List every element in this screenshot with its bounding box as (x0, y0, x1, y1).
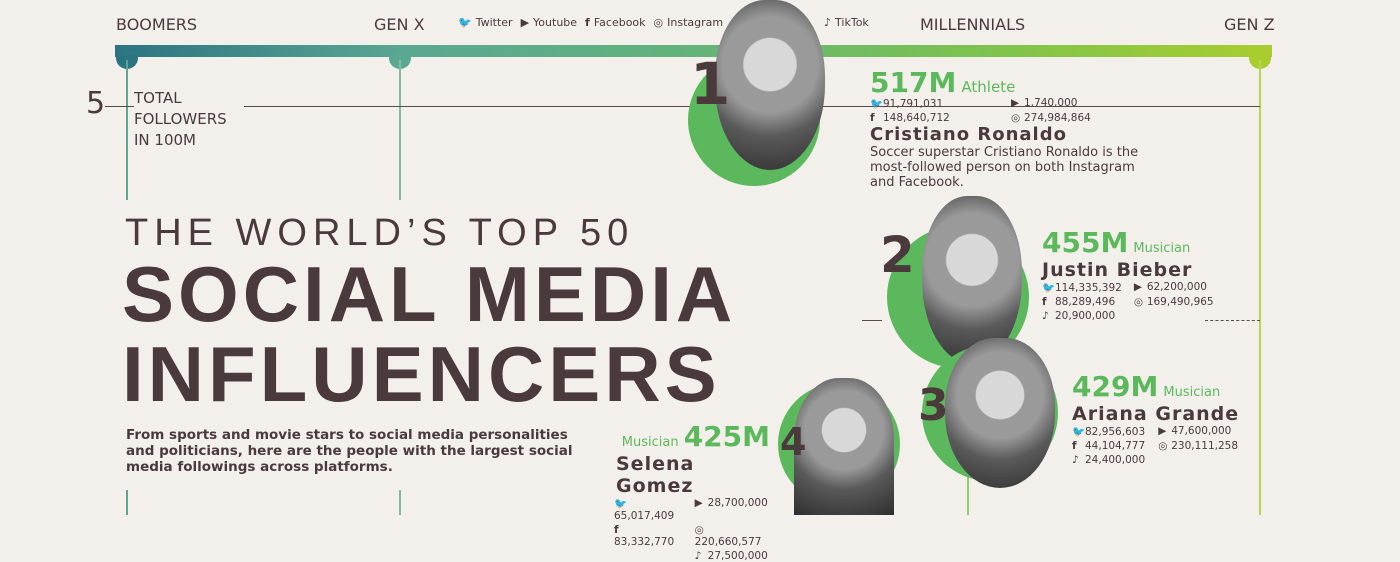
photo-gomez (794, 378, 894, 515)
youtube-count: 1,740,000 (1024, 97, 1078, 109)
youtube-icon: ▶ (694, 497, 703, 509)
facebook-count: 44,104,777 (1085, 440, 1146, 452)
category: Musician (1133, 241, 1191, 256)
instagram-count: 169,490,965 (1146, 296, 1214, 308)
influencer-gomez: Musician 425M Selena Gomez 🐦65,017,409 ▶… (612, 420, 770, 562)
legend-instagram: Instagram (667, 16, 724, 29)
rank: 2 (880, 226, 915, 284)
facebook-icon: f (1072, 440, 1077, 452)
gridline (126, 60, 128, 200)
youtube-icon: ▶ (1133, 281, 1142, 293)
facebook-count: 83,332,770 (614, 536, 675, 548)
axis-label: TOTAL FOLLOWERS IN 100M (134, 88, 244, 151)
category: Musician (621, 435, 679, 450)
gridline-5 (105, 106, 1260, 107)
influencer-name: Justin Bieber (1042, 259, 1193, 281)
instagram-icon: ◎ (694, 524, 704, 536)
twitter-count: 91,791,031 (883, 98, 944, 110)
photo-ronaldo (715, 0, 825, 170)
title-line3: INFLUENCERS (122, 330, 721, 418)
title-line2: SOCIAL MEDIA (122, 250, 737, 338)
tiktok-icon: ♪ (824, 16, 832, 29)
instagram-icon: ◎ (1158, 440, 1168, 452)
twitter-icon: 🐦 (1072, 426, 1086, 438)
tiktok-icon: ♪ (694, 550, 702, 562)
total-followers: 517M (870, 66, 957, 99)
title-line1: THE WORLD’S TOP 50 (125, 212, 635, 254)
influencer-grande: 429M Musician Ariana Grande 🐦82,956,603 … (1072, 370, 1239, 466)
gridline (126, 490, 128, 515)
facebook-count: 148,640,712 (883, 112, 950, 124)
youtube-icon: ▶ (1158, 425, 1167, 437)
instagram-count: 274,984,864 (1024, 112, 1091, 124)
facebook-icon: f (870, 112, 875, 124)
rank: 1 (690, 50, 731, 118)
youtube-icon: ▶ (520, 16, 530, 29)
twitter-count: 82,956,603 (1085, 426, 1146, 438)
gridline (399, 490, 401, 515)
twitter-count: 65,017,409 (614, 510, 675, 522)
influencer-name: Selena Gomez (616, 453, 695, 497)
legend-facebook: Facebook (593, 16, 646, 29)
influencer-name: Cristiano Ronaldo (870, 124, 1067, 145)
gen-label-boomers: BOOMERS (116, 15, 198, 34)
facebook-icon: f (1042, 296, 1047, 308)
youtube-count: 28,700,000 (707, 497, 768, 509)
instagram-icon: ◎ (653, 16, 664, 29)
facebook-icon: f (614, 524, 619, 536)
tiktok-count: 24,400,000 (1085, 454, 1146, 466)
gen-label-genz: GEN Z (1224, 15, 1275, 34)
rank: 4 (780, 420, 807, 464)
legend: 🐦 Twitter ▶ Youtube f Facebook ◎ Instagram (458, 16, 723, 29)
photo-grande (945, 338, 1055, 488)
legend-twitter: Twitter (475, 16, 513, 29)
gridline (1259, 60, 1261, 515)
instagram-count: 230,111,258 (1171, 440, 1239, 452)
gridline-dashed (1205, 320, 1260, 321)
tiktok-icon: ♪ (1072, 454, 1079, 466)
influencer-name: Ariana Grande (1072, 403, 1240, 425)
gridline (967, 470, 969, 515)
gen-label-millennials: MILLENNIALS (920, 15, 1026, 34)
category: Athlete (961, 78, 1016, 96)
twitter-icon: 🐦 (458, 16, 472, 29)
youtube-count: 62,200,000 (1146, 281, 1207, 293)
facebook-count: 88,289,496 (1055, 296, 1116, 308)
total-followers: 455M (1042, 226, 1129, 259)
rank: 3 (918, 380, 949, 431)
description: From sports and movie stars to social me… (126, 427, 573, 475)
youtube-count: 47,600,000 (1171, 425, 1232, 437)
timeline-bar (115, 45, 1272, 57)
category: Musician (1163, 385, 1221, 400)
gen-label-genx: GEN X (374, 15, 425, 34)
tiktok-icon: ♪ (1042, 310, 1049, 322)
influencer-ronaldo: 517M Athlete 🐦91,791,031 ▶ 1,740,000 f 148… (870, 66, 1140, 190)
axis-tick: 5 (86, 86, 106, 121)
legend-tiktok: TikTok (835, 16, 869, 29)
instagram-icon: ◎ (1133, 296, 1143, 308)
photo-bieber (922, 196, 1022, 364)
youtube-icon: ▶ (1011, 97, 1020, 109)
total-followers: 429M (1072, 370, 1159, 403)
legend-youtube: Youtube (533, 16, 578, 29)
legend-tiktok-group: ♪ TikTok (824, 16, 869, 29)
instagram-icon: ◎ (1011, 112, 1021, 124)
facebook-icon: f (585, 16, 590, 29)
instagram-count: 220,660,577 (694, 536, 762, 548)
influencer-bieber: 455M Musician Justin Bieber 🐦114,335,392… (1042, 226, 1214, 322)
twitter-icon: 🐦 (614, 498, 628, 510)
twitter-icon: 🐦 (870, 98, 884, 110)
total-followers: 425M (683, 420, 770, 453)
twitter-icon: 🐦 (1042, 282, 1056, 294)
twitter-count: 114,335,392 (1055, 282, 1122, 294)
tiktok-count: 20,900,000 (1055, 310, 1116, 322)
influencer-note: Soccer superstar Cristiano Ronaldo is th… (870, 145, 1139, 190)
gridline-dashed (862, 320, 882, 321)
gridline (399, 60, 401, 200)
tiktok-count: 27,500,000 (707, 550, 768, 562)
